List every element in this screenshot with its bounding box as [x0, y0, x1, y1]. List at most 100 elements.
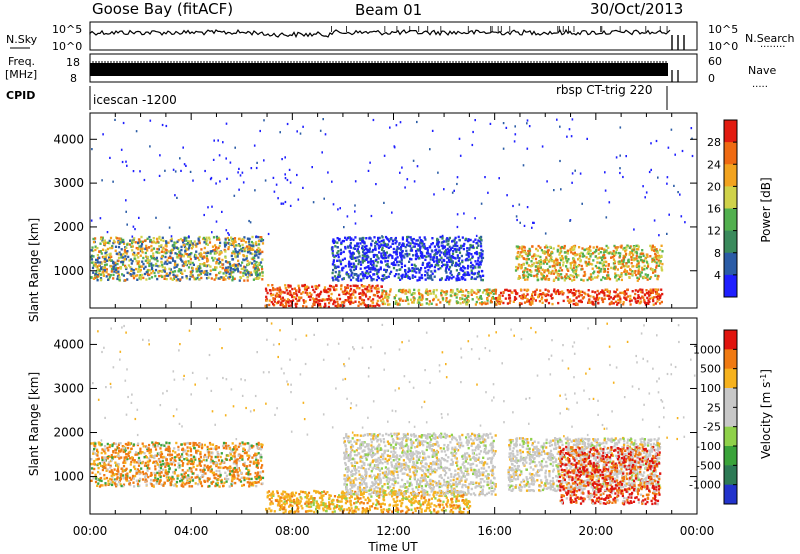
echo-cell: [480, 303, 483, 306]
echo-cell: [630, 262, 633, 265]
echo-cell: [242, 271, 245, 275]
echo-cell: [646, 275, 649, 278]
echo-cell: [575, 268, 578, 271]
echo-cell: [124, 255, 127, 258]
echo-cell: [604, 288, 607, 291]
echo-cell: [429, 289, 432, 293]
echo-cell: [588, 261, 591, 264]
echo-cell: [637, 262, 640, 265]
echo-cell: [555, 290, 558, 294]
echo-cell: [523, 296, 526, 299]
echo-cell: [279, 131, 281, 134]
echo-cell: [657, 275, 660, 278]
echo-cell: [577, 274, 580, 277]
echo-cell: [367, 265, 370, 269]
echo-cell: [329, 296, 332, 300]
echo-cell: [245, 258, 248, 261]
echo-cell: [596, 293, 599, 297]
echo-cell: [245, 245, 249, 248]
echo-cell: [197, 237, 200, 240]
echo-cell: [199, 456, 202, 459]
echo-cell: [278, 290, 281, 294]
echo-cell: [311, 285, 314, 288]
echo-cell: [614, 266, 617, 269]
echo-cell: [425, 291, 428, 295]
echo-cell: [622, 248, 625, 251]
echo-cell: [606, 290, 609, 293]
echo-cell: [234, 445, 237, 448]
echo-cell: [660, 288, 663, 291]
echo-cell: [631, 249, 634, 253]
echo-cell: [417, 297, 420, 300]
echo-cell: [433, 253, 436, 257]
echo-cell: [475, 246, 479, 249]
echo-cell: [299, 132, 302, 135]
echo-cell: [194, 442, 197, 445]
echo-cell: [388, 265, 391, 269]
echo-cell: [516, 255, 519, 258]
echo-cell: [519, 288, 523, 291]
echo-cell: [476, 288, 479, 292]
echo-cell: [646, 296, 649, 300]
echo-cell: [426, 247, 429, 250]
echo-cell: [241, 243, 244, 247]
echo-cell: [556, 258, 559, 262]
echo-cell: [641, 266, 644, 270]
echo-cell: [592, 252, 595, 255]
echo-cell: [431, 278, 434, 281]
echo-cell: [168, 261, 171, 264]
echo-cell: [340, 284, 343, 287]
echo-cell: [203, 251, 206, 254]
echo-cell: [122, 240, 125, 244]
echo-cell: [377, 236, 380, 240]
echo-cell: [546, 180, 548, 183]
echo-cell: [392, 261, 396, 264]
echo-cell: [526, 268, 529, 271]
echo-cell: [175, 275, 178, 279]
echo-cell: [636, 276, 639, 279]
echo-cell: [185, 164, 187, 167]
echo-cell: [377, 244, 380, 247]
echo-cell: [198, 273, 201, 277]
echo-cell: [566, 276, 569, 280]
echo-cell: [219, 466, 222, 469]
echo-cell: [211, 471, 214, 475]
echo-cell: [229, 161, 232, 164]
echo-cell: [609, 296, 612, 299]
echo-cell: [177, 239, 180, 242]
echo-cell: [232, 270, 235, 274]
echo-cell: [414, 253, 417, 257]
echo-cell: [484, 302, 487, 306]
echo-cell: [383, 268, 386, 271]
echo-cell: [343, 304, 346, 307]
echo-cell: [445, 299, 448, 302]
echo-cell: [458, 264, 461, 268]
echo-cell: [129, 258, 132, 261]
echo-cell: [106, 442, 109, 446]
echo-cell: [91, 255, 94, 258]
echo-cell: [96, 484, 99, 487]
echo-cell: [219, 475, 222, 478]
echo-cell: [169, 255, 172, 258]
echo-cell: [210, 176, 213, 180]
echo-cell: [110, 267, 114, 271]
echo-cell: [629, 297, 632, 301]
echo-cell: [480, 297, 483, 300]
echo-cell: [101, 460, 104, 464]
echo-cell: [635, 301, 638, 304]
echo-cell: [317, 304, 320, 307]
echo-cell: [354, 291, 357, 294]
echo-cell: [465, 289, 468, 292]
echo-cell: [440, 256, 443, 259]
echo-cell: [642, 259, 645, 262]
echo-cell: [570, 246, 573, 249]
echo-cell: [332, 238, 335, 241]
echo-cell: [196, 476, 199, 479]
echo-cell: [135, 259, 138, 263]
echo-cell: [328, 284, 332, 288]
echo-cell: [604, 256, 607, 260]
echo-cell: [404, 269, 407, 272]
echo-cell: [314, 284, 317, 288]
echo-cell: [485, 288, 488, 292]
echo-cell: [617, 294, 620, 298]
